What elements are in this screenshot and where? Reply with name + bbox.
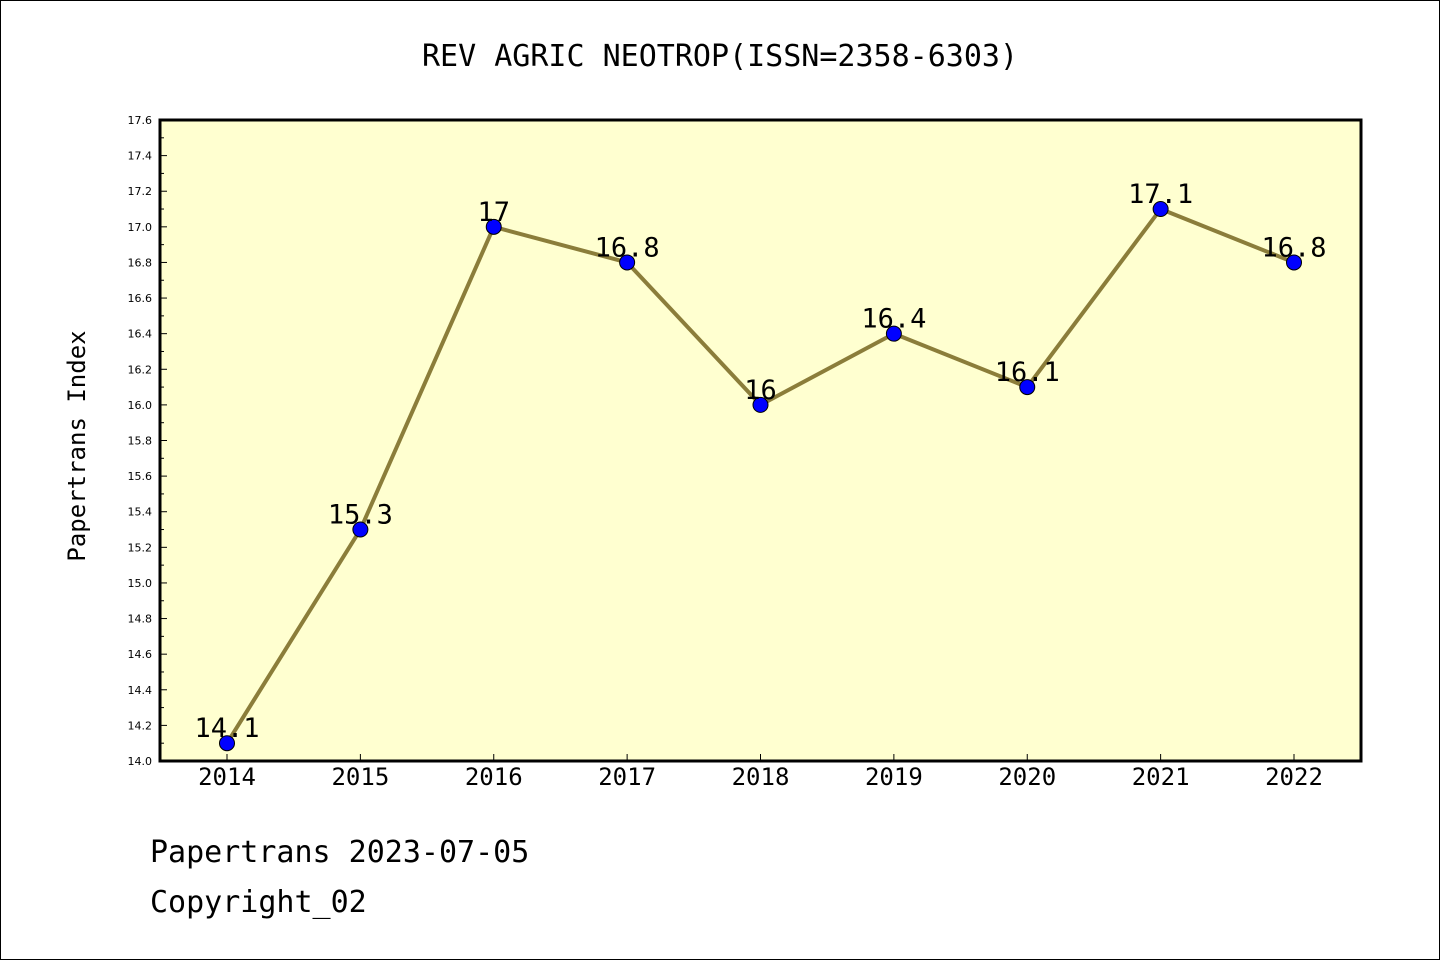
data-label: 15.3 — [328, 500, 393, 531]
data-label: 16 — [744, 375, 777, 406]
data-point — [1019, 379, 1036, 396]
chart-title: REV AGRIC NEOTROP(ISSN=2358-6303) — [422, 39, 1018, 74]
y-tick-label: 16.2 — [128, 363, 153, 376]
x-tick-label: 2015 — [331, 763, 389, 791]
y-tick-label: 14.0 — [128, 755, 153, 768]
y-tick-label: 16.6 — [128, 292, 153, 305]
y-tick-label: 17.2 — [128, 185, 153, 198]
data-label: 16.8 — [1261, 232, 1326, 263]
series-layer: 14.1 15.3 17 16.8 16 16.4 16.1 17.1 16.8 — [194, 179, 1327, 752]
y-tick-label: 14.2 — [128, 719, 153, 732]
footer-date: Papertrans 2023-07-05 — [150, 835, 530, 870]
x-tick-label: 2019 — [865, 763, 923, 791]
data-point — [1286, 254, 1302, 271]
plot-area — [160, 120, 1361, 761]
data-label: 17 — [477, 197, 510, 228]
y-tick-label: 17.4 — [128, 150, 153, 163]
x-tick-label: 2022 — [1265, 763, 1323, 791]
footer-copyright: Copyright_02 — [150, 885, 367, 920]
x-tick-label: 2017 — [598, 763, 656, 791]
data-point — [485, 218, 502, 235]
y-tick-label: 16.0 — [128, 399, 153, 412]
y-tick-label: 15.0 — [128, 577, 153, 590]
y-tick-label: 14.8 — [128, 613, 153, 626]
data-point — [885, 325, 902, 342]
x-axis-ticks: 2014 2015 2016 2017 2018 2019 2020 2021 2022 — [198, 754, 1323, 791]
y-tick-label: 14.4 — [128, 684, 153, 697]
data-label: 17.1 — [1128, 179, 1193, 210]
y-tick-label: 17.6 — [128, 114, 153, 127]
y-tick-label: 16.4 — [128, 328, 153, 341]
y-tick-label: 15.8 — [128, 435, 153, 448]
x-tick-label: 2020 — [998, 763, 1056, 791]
y-tick-label: 16.8 — [128, 256, 153, 269]
data-label: 16.8 — [595, 232, 660, 263]
x-tick-label: 2014 — [198, 763, 256, 791]
data-label: 16.4 — [861, 304, 926, 335]
y-tick-label: 15.4 — [128, 506, 153, 519]
y-tick-label: 14.6 — [128, 648, 153, 661]
y-axis-label: Papertrans Index — [63, 330, 91, 561]
plot-border — [158, 118, 1363, 763]
y-tick-label: 17.0 — [128, 221, 153, 234]
x-tick-label: 2016 — [465, 763, 523, 791]
data-point — [352, 521, 369, 538]
x-tick-label: 2018 — [732, 763, 790, 791]
data-point — [219, 735, 235, 752]
data-point — [1152, 201, 1169, 218]
y-tick-label: 15.6 — [128, 470, 153, 483]
data-point — [752, 396, 769, 413]
data-point — [619, 254, 636, 271]
y-tick-label: 15.2 — [128, 541, 153, 554]
x-tick-label: 2021 — [1132, 763, 1190, 791]
data-label: 16.1 — [995, 357, 1060, 388]
y-axis-ticks: 14.0 14.2 14.4 14.6 14.8 15.0 15.2 15.4 15.6 15.8… — [128, 114, 167, 768]
data-label: 14.1 — [194, 713, 259, 744]
